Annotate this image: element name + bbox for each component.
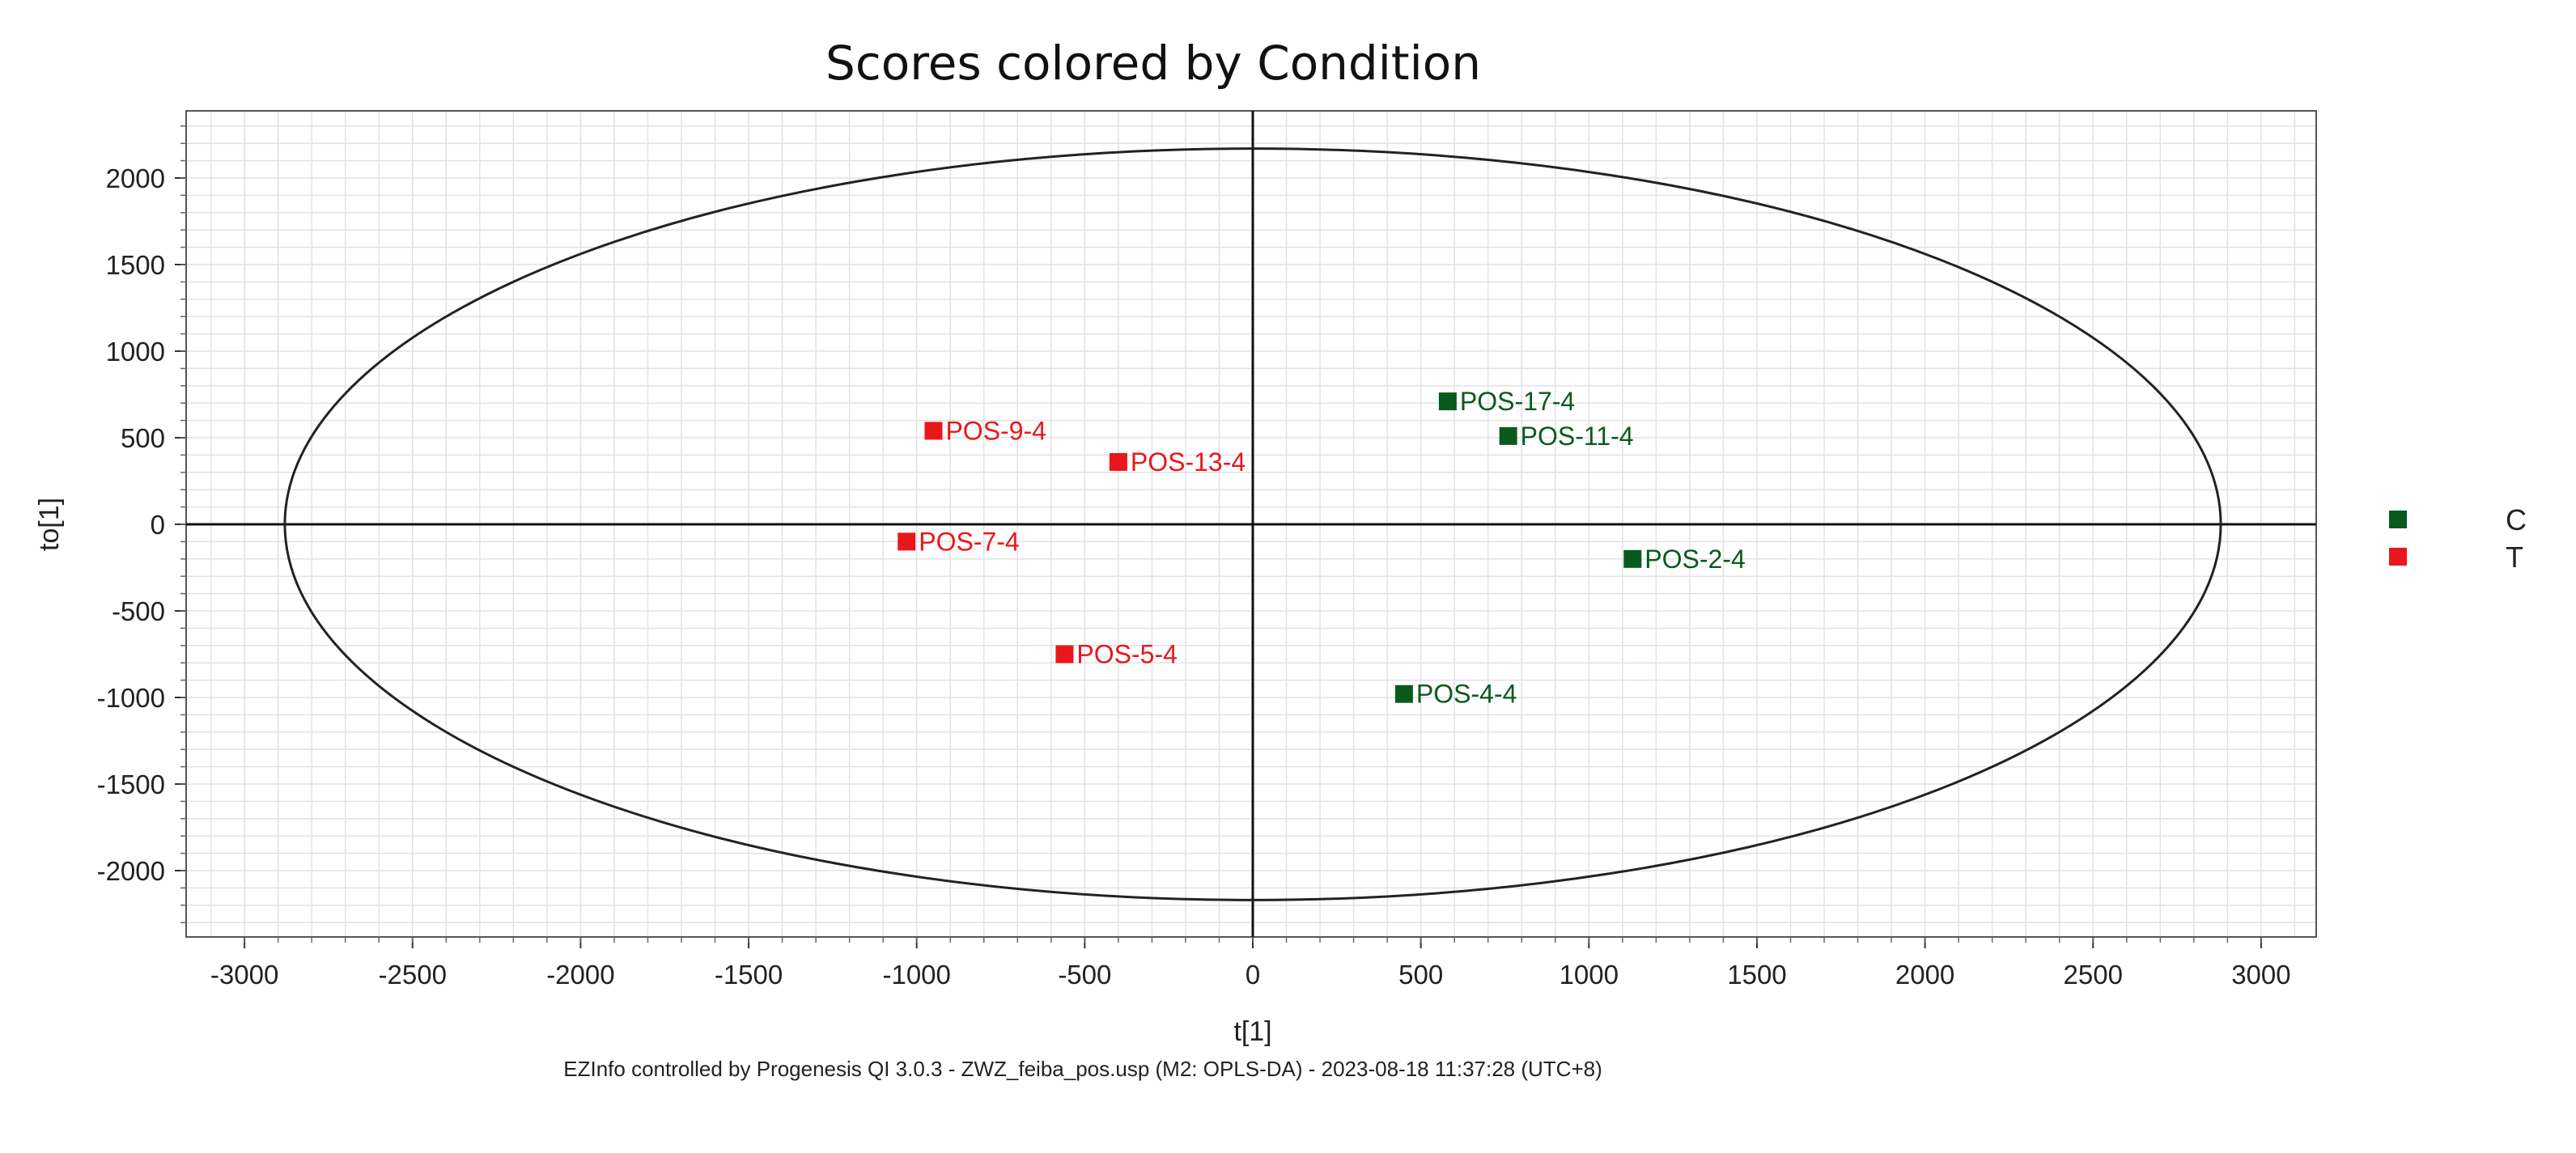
y-tick-label: 1500 — [106, 250, 165, 280]
data-point-label: POS-5-4 — [1076, 640, 1177, 669]
axes — [186, 111, 2316, 937]
x-tick-label: 1000 — [1560, 960, 1619, 990]
y-axis-title: to[1] — [34, 498, 65, 551]
x-tick-label: -3000 — [210, 960, 278, 990]
y-tick-label: -1000 — [97, 683, 165, 713]
x-tick-label: 1500 — [1727, 960, 1786, 990]
x-tick-label: 3000 — [2231, 960, 2290, 990]
data-point-label: POS-2-4 — [1644, 545, 1745, 574]
y-tick-label: 0 — [151, 510, 165, 540]
x-tick-label: -2500 — [379, 960, 447, 990]
data-point-label: POS-11-4 — [1521, 422, 1634, 451]
legend-label: C — [2506, 503, 2527, 536]
data-point — [898, 532, 916, 551]
chart-title: Scores colored by Condition — [825, 36, 1481, 91]
x-tick-label: 0 — [1246, 960, 1260, 990]
legend: CT — [2389, 503, 2527, 574]
x-tick-label: 2500 — [2064, 960, 2123, 990]
legend-swatch — [2389, 548, 2407, 566]
y-tick-label: 2000 — [106, 163, 165, 193]
x-tick-label: -500 — [1058, 960, 1111, 990]
confidence-ellipse — [283, 147, 2222, 901]
legend-swatch — [2389, 511, 2407, 528]
y-tick-label: 1000 — [106, 337, 165, 367]
data-points: POS-17-4 POS-11-4 POS-2-4 POS-4-4 POS-9-4 POS… — [898, 387, 1746, 709]
data-point — [924, 422, 943, 440]
data-point-label: POS-9-4 — [945, 416, 1046, 445]
y-tick-label: 500 — [121, 423, 165, 453]
x-tick-label: -1000 — [882, 960, 950, 990]
y-tick-label: -2000 — [97, 856, 165, 886]
data-point-label: POS-4-4 — [1416, 680, 1517, 709]
data-point — [1623, 549, 1642, 568]
data-point-label: POS-13-4 — [1131, 447, 1246, 477]
y-tick-label: -500 — [112, 596, 165, 626]
data-point-label: POS-7-4 — [919, 527, 1019, 556]
x-tick-label: -2000 — [546, 960, 614, 990]
x-tick-label: -1500 — [715, 960, 783, 990]
x-tick-label: 500 — [1398, 960, 1443, 990]
data-point — [1499, 426, 1517, 445]
legend-label: T — [2506, 540, 2523, 574]
data-point — [1055, 645, 1074, 663]
tick-labels: -3000 -2500 -2000 -1500 -1000 -500 0 500 1000 150… — [97, 125, 2291, 990]
x-tick-label: 2000 — [1895, 960, 1954, 990]
data-point-label: POS-17-4 — [1460, 387, 1575, 416]
x-axis-title: t[1] — [1233, 1016, 1271, 1047]
data-point — [1394, 685, 1413, 703]
data-point — [1438, 392, 1457, 411]
data-point — [1109, 452, 1127, 471]
footer-note: EZInfo controlled by Progenesis QI 3.0.3… — [563, 1057, 1602, 1081]
y-tick-label: -1500 — [97, 769, 165, 799]
